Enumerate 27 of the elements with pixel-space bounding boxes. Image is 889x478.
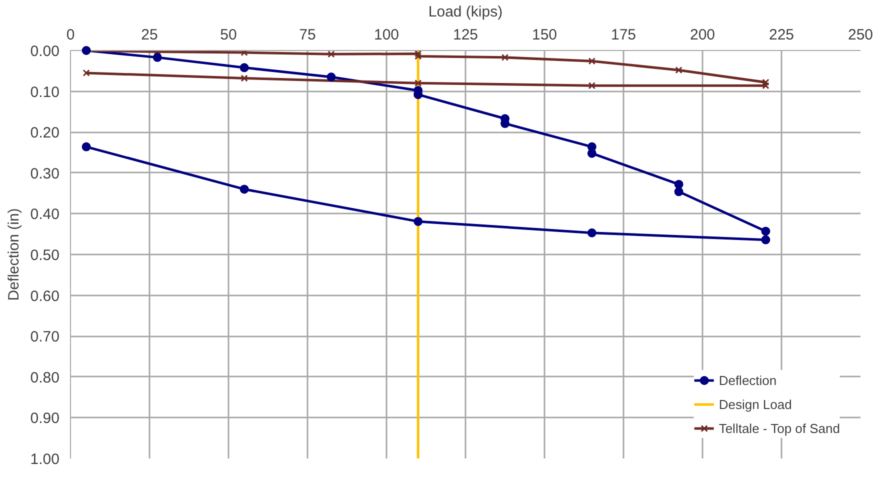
x-axis-title: Load (kips) [428,4,503,20]
y-tick-label: 0.50 [30,247,60,264]
y-axis-title: Deflection (in) [5,208,22,301]
y-tick-label: 0.90 [30,410,60,428]
y-tick-label: 0.60 [30,288,60,305]
x-tick-label: 100 [374,26,400,44]
x-tick-label: 75 [299,26,316,44]
y-tick-label: 0.80 [30,369,60,386]
y-tick-label: 0.30 [30,165,60,182]
y-tick-label: 0.40 [30,206,60,224]
legend-label: Deflection [718,372,777,388]
y-tick-label: 0.20 [30,124,60,142]
x-tick-label: 200 [690,26,716,44]
y-tick-label: 1.00 [30,451,60,468]
y-tick-label: 0.70 [30,328,60,346]
y-tick-label: 0.00 [30,43,60,60]
x-tick-label: 225 [768,26,794,44]
x-tick-label: 0 [66,26,75,44]
legend-label: Design Load [718,396,792,412]
x-tick-label: 25 [141,26,158,44]
y-tick-label: 0.10 [30,84,60,101]
x-tick-label: 175 [610,26,636,44]
x-tick-label: 150 [532,26,558,44]
x-tick-label: 50 [220,26,237,44]
legend-label: Telltale - Top of Sand [718,420,840,436]
x-tick-label: 250 [848,26,874,44]
x-tick-label: 125 [452,26,478,44]
